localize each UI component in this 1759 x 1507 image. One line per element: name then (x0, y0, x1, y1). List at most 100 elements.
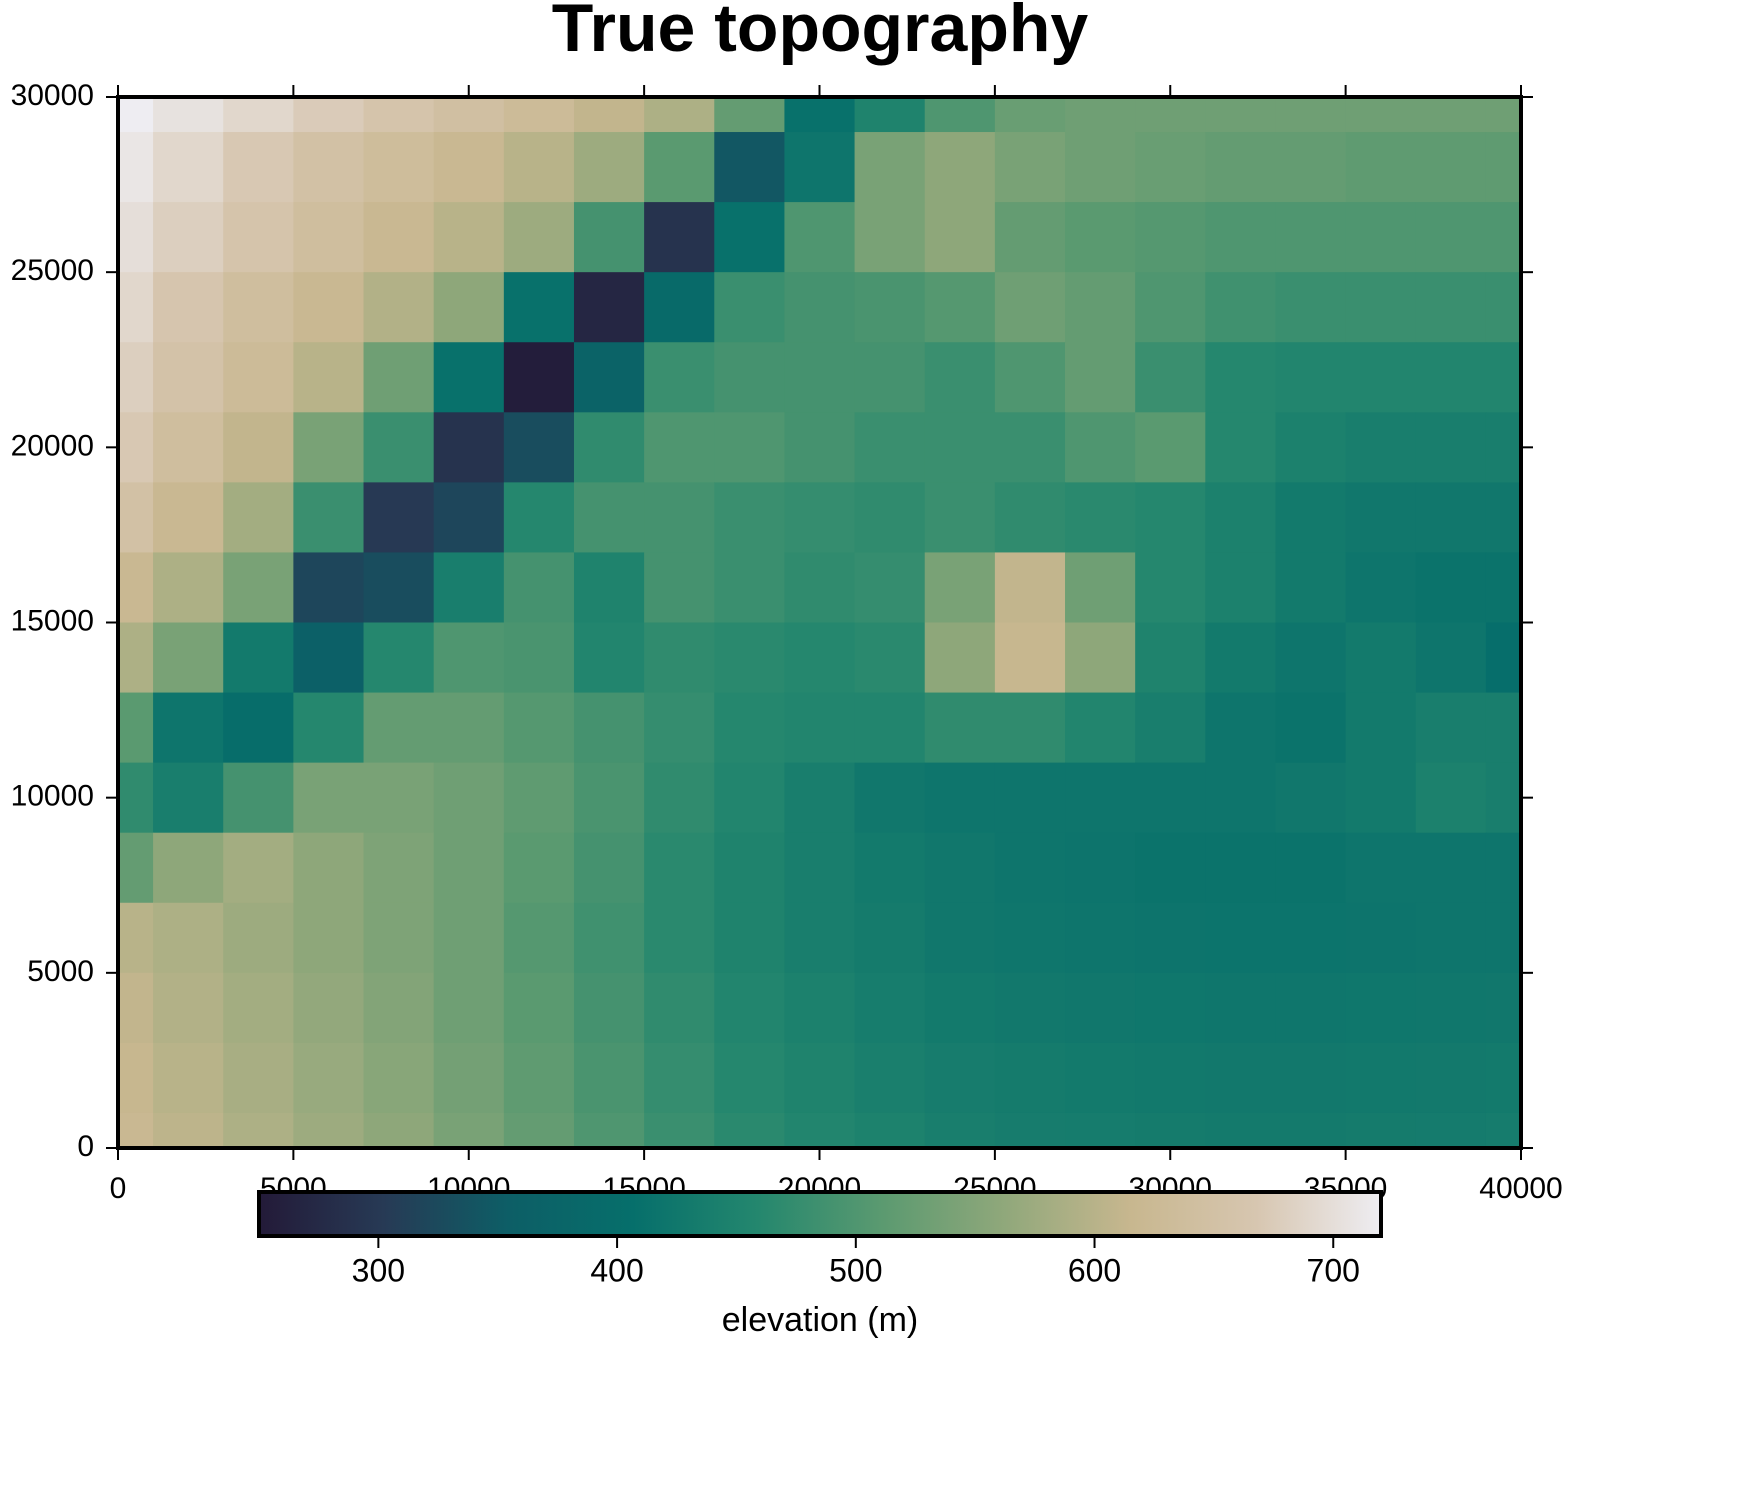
heat-cell (1135, 832, 1206, 904)
heat-cell (644, 202, 715, 273)
heat-cell (1135, 272, 1206, 343)
heat-cell (363, 762, 435, 834)
heat-cell (293, 972, 365, 1044)
heat-cell (1485, 272, 1521, 343)
heat-cell (854, 412, 926, 483)
heat-cell (118, 832, 154, 904)
heat-cell (1345, 97, 1417, 133)
heat-cell (1205, 832, 1277, 904)
heat-cell (1485, 972, 1521, 1044)
heat-cell (854, 552, 926, 624)
heat-cell (118, 342, 154, 413)
heat-cell (854, 1112, 926, 1148)
heat-cell (1135, 132, 1206, 203)
heat-cell (223, 342, 294, 413)
heat-cell (1135, 902, 1206, 974)
heat-cell (153, 132, 224, 203)
heat-cell (854, 762, 926, 834)
heat-cell (994, 202, 1066, 273)
heat-cell (503, 132, 575, 203)
heat-cell (1205, 202, 1277, 273)
heat-cell (784, 482, 856, 554)
heat-cell (293, 1112, 365, 1148)
heat-cell (1275, 1042, 1347, 1114)
heat-cell (433, 482, 505, 554)
heat-cell (1415, 342, 1487, 413)
heat-cell (1065, 412, 1136, 483)
heat-cell (854, 832, 926, 904)
heat-cell (1275, 482, 1347, 554)
heat-cell (1415, 272, 1487, 343)
heat-cell (784, 412, 856, 483)
heat-cell (784, 622, 856, 694)
heat-cell (153, 762, 224, 834)
heat-cell (1275, 832, 1347, 904)
heat-cell (293, 342, 365, 413)
heat-cell (1205, 482, 1277, 554)
heat-cell (1065, 97, 1136, 133)
heat-cell (223, 1112, 294, 1148)
heat-cell (784, 97, 856, 133)
heat-cell (784, 1112, 856, 1148)
heat-cell (1135, 482, 1206, 554)
heat-cell (573, 1042, 645, 1114)
heat-cell (714, 762, 786, 834)
heat-cell (118, 622, 154, 694)
heat-cell (924, 272, 996, 343)
heat-cell (293, 762, 365, 834)
heat-cell (503, 272, 575, 343)
heat-cell (714, 272, 786, 343)
heat-cell (118, 97, 154, 133)
heat-cell (1415, 132, 1487, 203)
heat-cell (854, 902, 926, 974)
y-tick-label: 25000 (11, 254, 94, 287)
heat-cell (1135, 692, 1206, 764)
heat-cell (644, 272, 715, 343)
heat-cell (1205, 272, 1277, 343)
heat-cell (1415, 972, 1487, 1044)
heat-cell (573, 412, 645, 483)
heat-cell (644, 902, 715, 974)
heat-cell (573, 272, 645, 343)
heat-cell (433, 832, 505, 904)
heat-cell (573, 972, 645, 1044)
heat-cell (924, 1042, 996, 1114)
heat-cell (1205, 972, 1277, 1044)
heat-cell (1205, 97, 1277, 133)
heat-cell (1485, 202, 1521, 273)
heat-cell (223, 1042, 294, 1114)
heat-cell (1345, 412, 1417, 483)
heat-cell (994, 342, 1066, 413)
heat-cell (223, 202, 294, 273)
heat-cell (1485, 97, 1521, 133)
heat-cell (854, 482, 926, 554)
heat-cell (1345, 762, 1417, 834)
heat-cell (1275, 762, 1347, 834)
heat-cell (924, 552, 996, 624)
heat-cell (784, 202, 856, 273)
heat-cell (433, 692, 505, 764)
heat-cell (1415, 97, 1487, 133)
heat-cell (1485, 832, 1521, 904)
heat-cell (994, 972, 1066, 1044)
heat-cell (854, 342, 926, 413)
heat-cell (1345, 342, 1417, 413)
heat-cell (924, 622, 996, 694)
heat-cell (994, 692, 1066, 764)
heat-cell (1275, 1112, 1347, 1148)
heat-cell (1205, 692, 1277, 764)
heat-cell (503, 622, 575, 694)
heat-cell (1415, 902, 1487, 974)
heat-cell (363, 972, 435, 1044)
heat-cell (644, 622, 715, 694)
heat-cell (644, 97, 715, 133)
heat-cell (1065, 972, 1136, 1044)
heat-cell (363, 1112, 435, 1148)
heat-cell (1135, 1112, 1206, 1148)
heat-cell (714, 692, 786, 764)
heat-cell (573, 97, 645, 133)
heat-cell (994, 97, 1066, 133)
heat-cell (1205, 412, 1277, 483)
x-tick-label: 0 (110, 1172, 127, 1205)
heat-cell (994, 482, 1066, 554)
